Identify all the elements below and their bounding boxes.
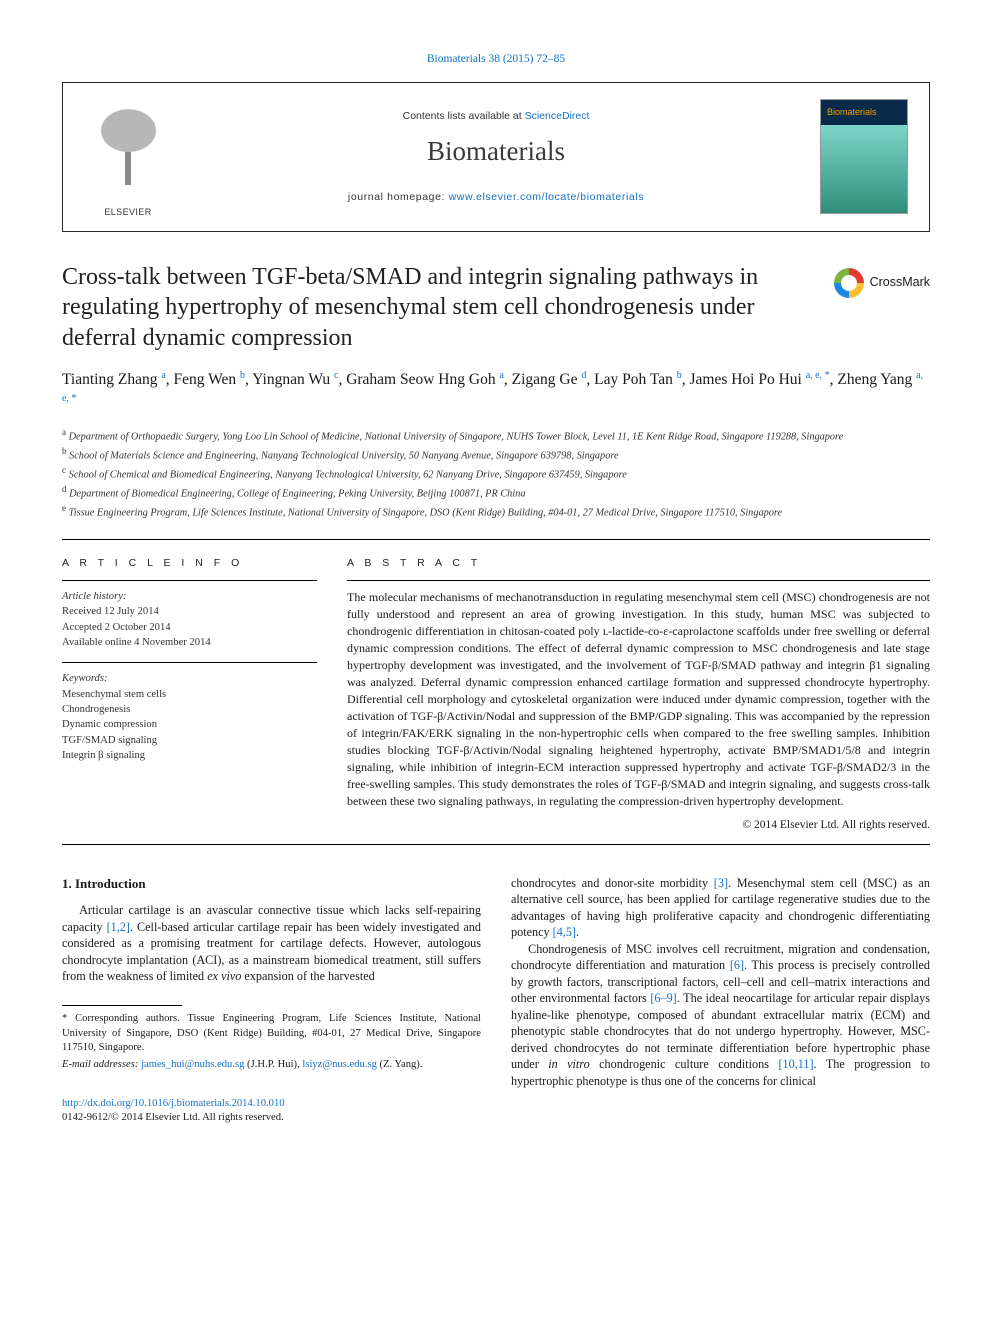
author: Yingnan Wu c [252, 371, 338, 388]
top-citation-link[interactable]: Biomaterials 38 (2015) 72–85 [427, 53, 565, 65]
article-info-head: A R T I C L E I N F O [62, 556, 317, 570]
elsevier-label: ELSEVIER [81, 206, 176, 218]
abstract-text: The molecular mechanisms of mechanotrans… [347, 589, 930, 810]
contents-line: Contents lists available at ScienceDirec… [403, 109, 590, 123]
affiliation: d Department of Biomedical Engineering, … [62, 483, 930, 502]
crossmark-icon [834, 268, 864, 298]
rule-ai [62, 580, 317, 581]
crossmark[interactable]: CrossMark [834, 268, 930, 298]
history-accepted: Accepted 2 October 2014 [62, 620, 317, 635]
doi-block: http://dx.doi.org/10.1016/j.biomaterials… [62, 1097, 481, 1126]
article-info-col: A R T I C L E I N F O Article history: R… [62, 544, 317, 834]
doi-link[interactable]: http://dx.doi.org/10.1016/j.biomaterials… [62, 1098, 285, 1109]
author: Zigang Ge d [512, 371, 587, 388]
section-heading: 1. Introduction [62, 875, 481, 893]
author: Feng Wen b [174, 371, 246, 388]
publisher-logo-cell: ELSEVIER [63, 83, 193, 231]
citation-link[interactable]: [6] [730, 958, 744, 972]
body-columns: 1. Introduction Articular cartilage is a… [62, 875, 930, 1126]
paragraph: chondrocytes and donor-site morbidity [3… [511, 875, 930, 941]
crossmark-label: CrossMark [870, 274, 930, 291]
journal-homepage: journal homepage: www.elsevier.com/locat… [348, 190, 644, 204]
affiliation: b School of Materials Science and Engine… [62, 445, 930, 464]
keyword: Mesenchymal stem cells [62, 687, 317, 702]
email-link[interactable]: lsiyz@nus.edu.sg [302, 1059, 377, 1070]
citation-link[interactable]: [1,2] [107, 920, 130, 934]
citation-link[interactable]: [3] [714, 876, 728, 890]
top-citation: Biomaterials 38 (2015) 72–85 [62, 52, 930, 68]
keyword: Integrin β signaling [62, 748, 317, 763]
author-list: Tianting Zhang a, Feng Wen b, Yingnan Wu… [62, 368, 930, 415]
author: Graham Seow Hng Goh a [346, 371, 504, 388]
article-title: Cross-talk between TGF-beta/SMAD and int… [62, 262, 816, 354]
abstract-col: A B S T R A C T The molecular mechanisms… [347, 544, 930, 834]
footnotes: * Corresponding authors. Tissue Engineer… [62, 1012, 481, 1073]
keyword: Dynamic compression [62, 717, 317, 732]
affiliations: a Department of Orthopaedic Surgery, Yon… [62, 426, 930, 520]
author: Tianting Zhang a [62, 371, 166, 388]
rule-bottom [62, 844, 930, 845]
keyword: Chondrogenesis [62, 702, 317, 717]
keyword: TGF/SMAD signaling [62, 733, 317, 748]
footnote-rule [62, 1005, 182, 1006]
affiliation: a Department of Orthopaedic Surgery, Yon… [62, 426, 930, 445]
journal-title: Biomaterials [427, 133, 565, 169]
citation-link[interactable]: [6–9] [650, 991, 676, 1005]
history-label: Article history: [62, 589, 317, 604]
history-online: Available online 4 November 2014 [62, 635, 317, 650]
corresponding-note: * Corresponding authors. Tissue Engineer… [62, 1012, 481, 1056]
journal-home-link[interactable]: www.elsevier.com/locate/biomaterials [449, 191, 645, 203]
affiliation: c School of Chemical and Biomedical Engi… [62, 464, 930, 483]
email-link[interactable]: james_hui@nuhs.edu.sg [141, 1059, 244, 1070]
issn-line: 0142-9612/© 2014 Elsevier Ltd. All right… [62, 1111, 481, 1125]
paragraph: Chondrogenesis of MSC involves cell recr… [511, 941, 930, 1089]
paragraph: Articular cartilage is an avascular conn… [62, 902, 481, 984]
contents-prefix: Contents lists available at [403, 110, 525, 122]
journal-home-prefix: journal homepage: [348, 191, 449, 203]
rule-abs [347, 580, 930, 581]
header-middle: Contents lists available at ScienceDirec… [193, 83, 799, 231]
abstract-head: A B S T R A C T [347, 556, 930, 570]
cover-text: Biomaterials [827, 106, 901, 118]
rule-top [62, 539, 930, 540]
abstract-copyright: © 2014 Elsevier Ltd. All rights reserved… [347, 818, 930, 834]
author: Lay Poh Tan b [594, 371, 682, 388]
citation-link[interactable]: [4,5] [553, 925, 576, 939]
keywords-label: Keywords: [62, 671, 317, 686]
citation-link[interactable]: [10,11] [778, 1057, 813, 1071]
author: James Hoi Po Hui a, e, * [689, 371, 829, 388]
history-received: Received 12 July 2014 [62, 604, 317, 619]
email-label: E-mail addresses: [62, 1059, 138, 1070]
rule-kw [62, 662, 317, 663]
journal-cover-thumb: Biomaterials [820, 99, 908, 214]
elsevier-logo: ELSEVIER [81, 97, 176, 217]
cover-cell: Biomaterials [799, 83, 929, 231]
sciencedirect-link[interactable]: ScienceDirect [525, 110, 590, 122]
journal-header: ELSEVIER Contents lists available at Sci… [62, 82, 930, 232]
affiliation: e Tissue Engineering Program, Life Scien… [62, 502, 930, 521]
